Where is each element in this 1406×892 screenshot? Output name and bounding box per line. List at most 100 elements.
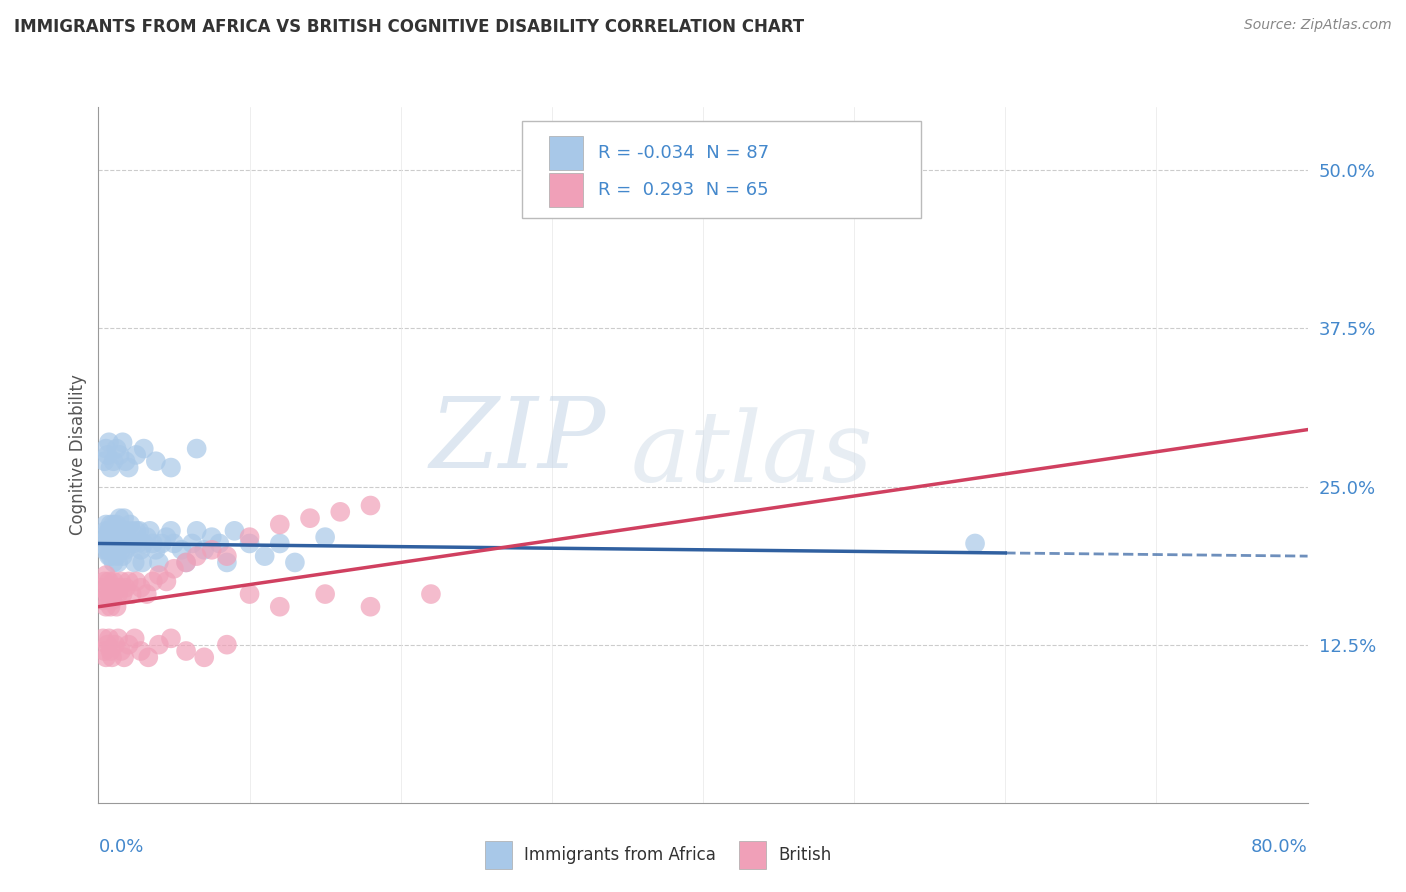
Point (112, 536, 135, 550)
Point (121, 524, 143, 538)
Point (114, 524, 136, 538)
Point (94, 524, 117, 538)
Point (103, 530, 125, 544)
Point (125, 448, 148, 462)
Text: Immigrants from Africa: Immigrants from Africa (524, 846, 716, 864)
Point (107, 556, 129, 570)
Point (125, 524, 148, 538)
Point (299, 511, 322, 525)
Point (145, 454, 167, 468)
Point (419, 587, 441, 601)
Point (136, 650, 159, 665)
Point (100, 517, 122, 532)
Point (103, 556, 125, 570)
Point (193, 650, 215, 665)
Point (193, 542, 215, 557)
Point (114, 581, 136, 595)
Point (160, 524, 183, 538)
Point (124, 556, 146, 570)
Point (174, 644, 197, 658)
Point (104, 536, 127, 550)
Point (110, 574, 132, 589)
Point (94, 599, 117, 614)
Point (145, 542, 167, 557)
Point (96, 638, 118, 652)
Point (100, 599, 122, 614)
Point (269, 599, 291, 614)
FancyBboxPatch shape (550, 136, 583, 169)
Point (131, 556, 153, 570)
Point (215, 638, 238, 652)
Point (314, 587, 336, 601)
Point (122, 536, 145, 550)
Point (103, 574, 125, 589)
Text: R =  0.293  N = 65: R = 0.293 N = 65 (598, 181, 769, 199)
Point (94, 568, 117, 582)
Point (118, 536, 141, 550)
Point (239, 530, 262, 544)
Point (118, 574, 141, 589)
Point (239, 536, 262, 550)
Point (103, 517, 125, 532)
Point (100, 549, 122, 563)
Point (124, 632, 146, 646)
FancyBboxPatch shape (485, 841, 512, 869)
Point (215, 556, 238, 570)
Point (163, 536, 186, 550)
Point (108, 581, 131, 595)
Point (111, 435, 134, 450)
Point (186, 524, 208, 538)
Point (360, 499, 382, 513)
Point (110, 542, 132, 557)
Point (129, 644, 152, 658)
Point (155, 574, 177, 589)
Point (132, 442, 155, 456)
Point (105, 442, 128, 456)
Point (104, 638, 127, 652)
Point (94, 650, 117, 665)
Point (100, 644, 122, 658)
Point (104, 581, 127, 595)
Point (104, 524, 127, 538)
Point (96, 581, 118, 595)
Point (201, 542, 224, 557)
Point (94, 517, 117, 532)
Point (98, 574, 121, 589)
Point (118, 638, 141, 652)
Point (239, 587, 262, 601)
FancyBboxPatch shape (522, 121, 921, 219)
Point (215, 549, 238, 563)
Point (110, 530, 132, 544)
Point (160, 632, 183, 646)
Text: IMMIGRANTS FROM AFRICA VS BRITISH COGNITIVE DISABILITY CORRELATION CHART: IMMIGRANTS FROM AFRICA VS BRITISH COGNIT… (14, 18, 804, 36)
Point (114, 454, 136, 468)
Point (101, 581, 124, 595)
Point (103, 454, 125, 468)
Point (186, 442, 208, 456)
Point (101, 593, 124, 607)
Point (129, 581, 152, 595)
Point (125, 574, 148, 589)
Point (93, 454, 115, 468)
Point (284, 556, 307, 570)
Point (329, 505, 352, 519)
FancyBboxPatch shape (740, 841, 766, 869)
Point (98, 632, 121, 646)
FancyBboxPatch shape (550, 173, 583, 207)
Text: Source: ZipAtlas.com: Source: ZipAtlas.com (1244, 18, 1392, 32)
Point (100, 460, 122, 475)
Point (108, 448, 131, 462)
Point (253, 549, 276, 563)
Point (96, 530, 118, 544)
Point (170, 542, 193, 557)
Point (163, 562, 186, 576)
Point (155, 530, 177, 544)
Point (100, 536, 122, 550)
Text: 80.0%: 80.0% (1251, 838, 1308, 855)
Point (127, 536, 149, 550)
Point (107, 536, 129, 550)
Point (121, 587, 143, 601)
Point (105, 599, 128, 614)
Point (132, 536, 155, 550)
Point (269, 536, 291, 550)
